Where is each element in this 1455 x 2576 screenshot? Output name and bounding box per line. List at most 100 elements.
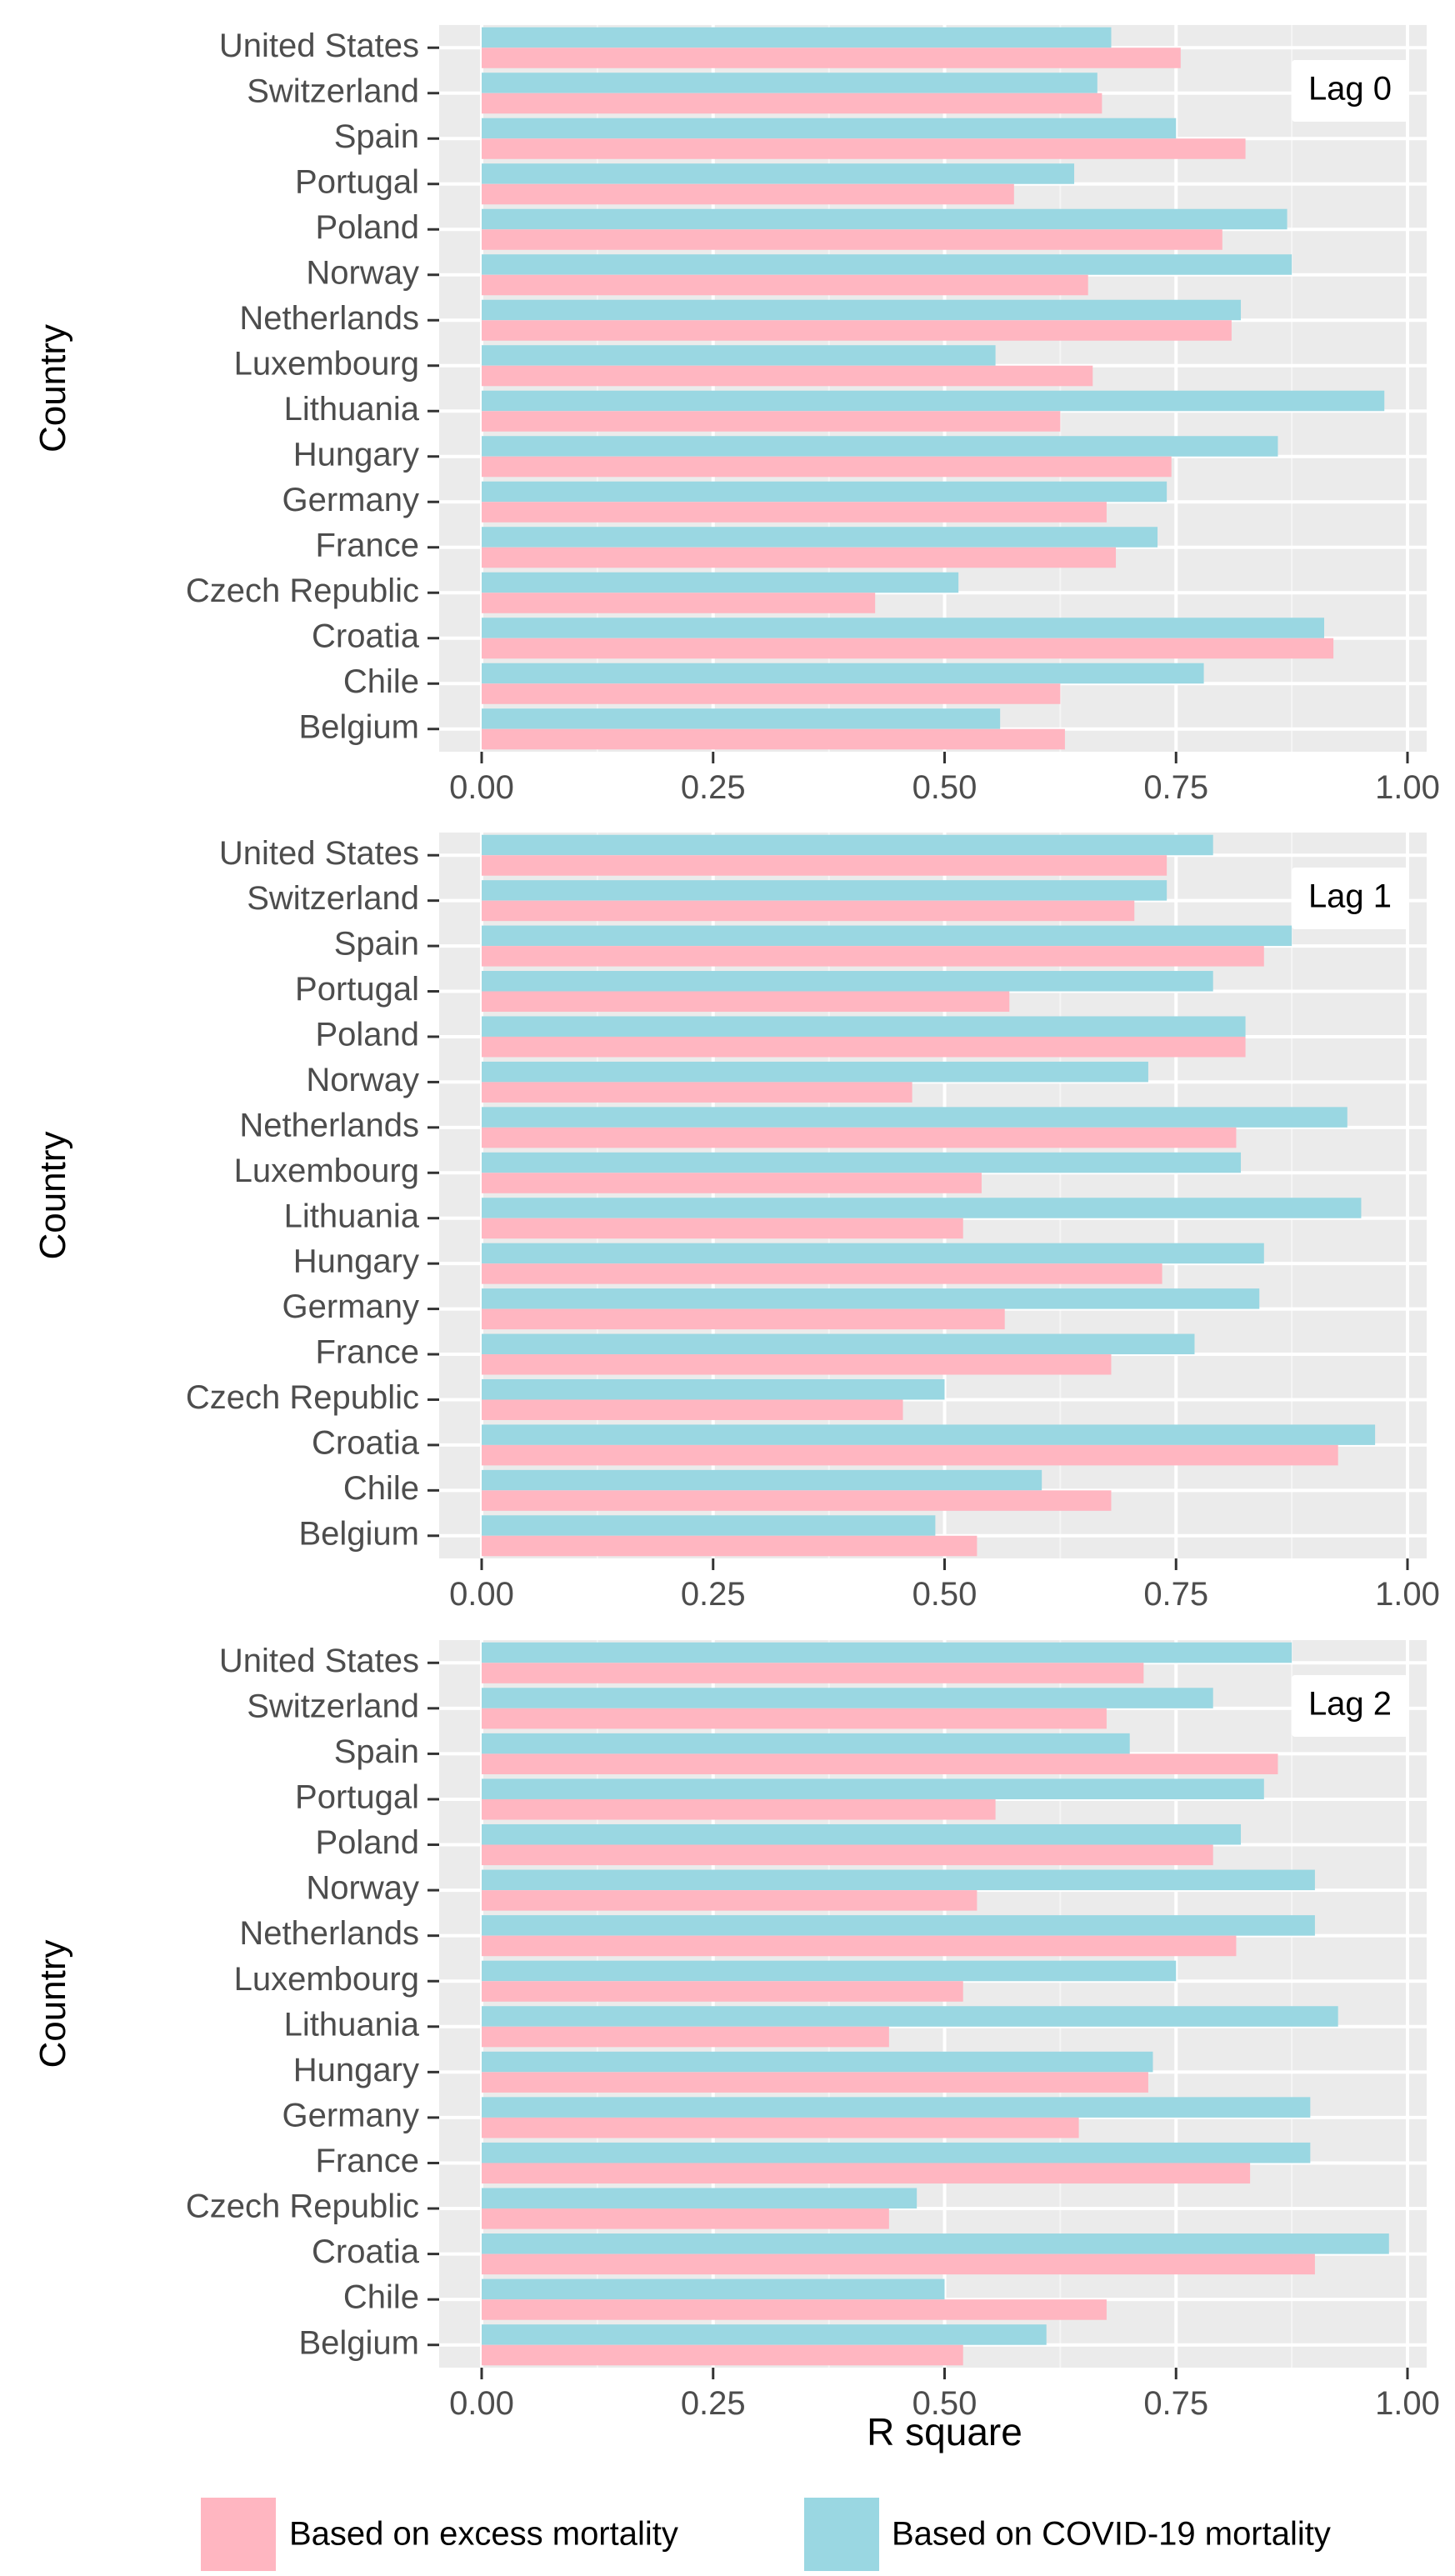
bar-covid-mortality [482, 1243, 1264, 1264]
panel-2: United States Switzerland Spain Portugal Pol… [32, 1640, 1440, 2422]
bar-covid-mortality [482, 708, 1001, 729]
y-tick-label: Belgium [298, 2324, 419, 2361]
bar-covid-mortality [482, 971, 1213, 992]
bar-excess-mortality [482, 2344, 963, 2366]
bar-covid-mortality [482, 436, 1278, 457]
bar-covid-mortality [482, 1016, 1246, 1037]
y-tick-label: France [316, 2143, 420, 2179]
bar-covid-mortality [482, 925, 1292, 947]
bar-excess-mortality [482, 502, 1107, 523]
x-tick-label: 0.50 [912, 1576, 978, 1613]
legend-label: Based on excess mortality [289, 2516, 678, 2553]
bar-excess-mortality [482, 1173, 982, 1193]
y-tick-label: Croatia [312, 2233, 420, 2270]
y-tick-label: Spain [334, 926, 419, 963]
x-tick-label: 1.00 [1375, 2385, 1440, 2422]
bar-covid-mortality [482, 1198, 1362, 1218]
bar-excess-mortality [482, 48, 1181, 68]
y-tick-label: Lithuania [284, 2006, 420, 2043]
bar-excess-mortality [482, 1663, 1144, 1683]
y-tick-label: Chile [343, 663, 419, 700]
y-tick-label: Czech Republic [186, 1379, 419, 1416]
bar-covid-mortality [482, 1424, 1376, 1445]
bar-covid-mortality [482, 1333, 1195, 1355]
y-tick-label: Netherlands [239, 300, 419, 337]
x-tick-label: 0.75 [1143, 2385, 1208, 2422]
bar-covid-mortality [482, 1778, 1264, 1799]
y-tick-label: Portugal [295, 163, 419, 200]
bar-excess-mortality [482, 1490, 1112, 1511]
bar-excess-mortality [482, 683, 1061, 704]
y-tick-label: Belgium [298, 708, 419, 745]
bar-covid-mortality [482, 2097, 1311, 2118]
bar-covid-mortality [482, 345, 996, 366]
bar-covid-mortality [482, 254, 1292, 275]
bar-covid-mortality [482, 390, 1385, 412]
bar-covid-mortality [482, 1960, 1177, 1982]
y-tick-label: Croatia [312, 1424, 420, 1461]
lag-label: Lag 2 [1308, 1686, 1392, 1723]
y-tick-label: Chile [343, 1470, 419, 1507]
y-tick-label: Switzerland [247, 73, 419, 109]
bar-excess-mortality [482, 138, 1246, 159]
y-tick-label: France [316, 527, 420, 563]
x-axis-title: R square [867, 2410, 1022, 2453]
panel-1: United States Switzerland Spain Portugal Pol… [32, 833, 1440, 1613]
x-tick-label: 0.75 [1143, 1576, 1208, 1613]
lag-label-box [1292, 868, 1408, 929]
bar-excess-mortality [482, 1399, 903, 1420]
y-tick-label: Lithuania [284, 391, 420, 428]
bar-covid-mortality [482, 618, 1325, 638]
y-tick-label: Luxembourg [234, 1153, 419, 1189]
bar-excess-mortality [482, 411, 1061, 432]
y-tick-label: Poland [315, 1824, 419, 1861]
y-tick-label: Hungary [293, 436, 419, 473]
bar-covid-mortality [482, 1642, 1292, 1663]
y-tick-label: United States [219, 835, 419, 872]
y-tick-label: Belgium [298, 1515, 419, 1552]
bar-excess-mortality [482, 2117, 1079, 2138]
lag-label-box [1292, 1675, 1408, 1737]
bar-covid-mortality [482, 1515, 936, 1536]
y-tick-label: United States [219, 1643, 419, 1679]
bar-excess-mortality [482, 2072, 1148, 2093]
legend-label: Based on COVID-19 mortality [892, 2516, 1331, 2553]
bar-excess-mortality [482, 2163, 1251, 2184]
bar-covid-mortality [482, 1107, 1348, 1128]
bar-covid-mortality [482, 1688, 1213, 1708]
bar-covid-mortality [482, 1288, 1260, 1309]
bar-excess-mortality [482, 1935, 1237, 1957]
bar-covid-mortality [482, 2278, 945, 2300]
bar-covid-mortality [482, 880, 1168, 901]
bar-covid-mortality [482, 1469, 1042, 1491]
panel-0: United States Switzerland Spain Portugal Pol… [32, 25, 1440, 806]
y-tick-label: Lithuania [284, 1198, 420, 1234]
bar-excess-mortality [482, 900, 1135, 922]
y-axis-title: Country [32, 324, 73, 453]
x-tick-label: 1.00 [1375, 769, 1440, 806]
y-axis-title: Country [32, 1939, 73, 2068]
bar-excess-mortality [482, 1082, 912, 1103]
bar-excess-mortality [482, 638, 1334, 659]
x-tick-label: 1.00 [1375, 1576, 1440, 1613]
bar-excess-mortality [482, 728, 1065, 750]
bar-covid-mortality [482, 118, 1177, 139]
bar-excess-mortality [482, 991, 1010, 1013]
bar-covid-mortality [482, 527, 1158, 548]
y-tick-label: Hungary [293, 1243, 419, 1280]
bar-covid-mortality [482, 2142, 1311, 2163]
bar-excess-mortality [482, 1308, 1005, 1330]
bar-excess-mortality [482, 1036, 1246, 1058]
bar-covid-mortality [482, 27, 1112, 48]
y-tick-label: Portugal [295, 1779, 419, 1816]
y-tick-label: Czech Republic [186, 573, 419, 609]
bar-excess-mortality [482, 1844, 1213, 1866]
legend-key-covid-mortality [804, 2498, 879, 2571]
y-tick-label: Netherlands [239, 1915, 419, 1952]
bar-covid-mortality [482, 1061, 1148, 1083]
y-tick-label: United States [219, 28, 419, 64]
bar-excess-mortality [482, 1444, 1338, 1466]
bar-covid-mortality [482, 208, 1288, 230]
y-tick-label: Norway [306, 1870, 419, 1907]
bar-covid-mortality [482, 2233, 1389, 2254]
